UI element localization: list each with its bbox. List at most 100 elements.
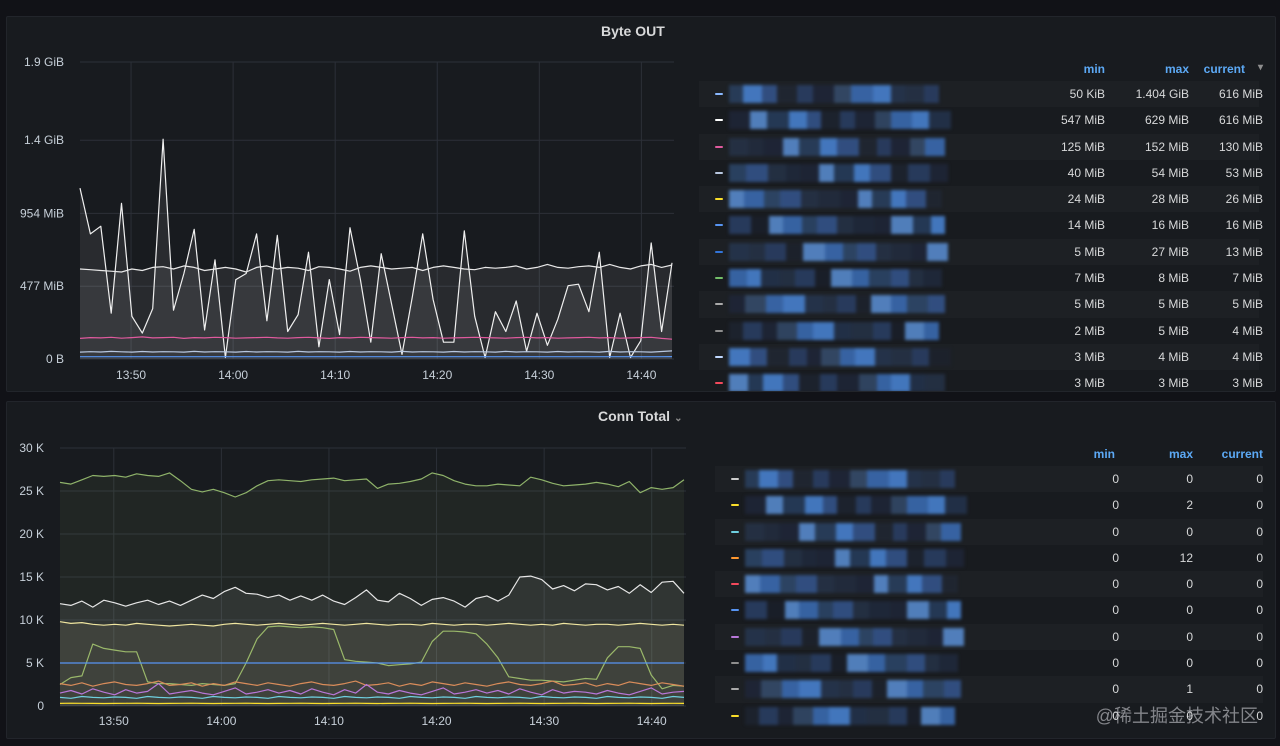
legend-min-value: 0 (1112, 682, 1119, 697)
legend-min-value: 5 MiB (1074, 244, 1105, 259)
y-tick-label: 954 MiB (20, 206, 64, 220)
legend-col-max[interactable]: max (1164, 62, 1189, 76)
series-name-redacted (729, 321, 939, 340)
y-tick-label: 25 K (19, 484, 44, 498)
panel-title-text: Conn Total (598, 408, 671, 424)
series-color-swatch[interactable] (715, 303, 723, 306)
y-tick-label: 0 B (46, 352, 64, 366)
legend-current-value: 0 (1256, 708, 1263, 723)
series-color-swatch[interactable] (715, 277, 723, 280)
series-color-swatch[interactable] (715, 198, 723, 201)
legend-row[interactable]: 0 0 0 (715, 624, 1263, 650)
y-tick-label: 477 MiB (20, 279, 64, 293)
series-color-swatch[interactable] (731, 635, 739, 638)
series-line[interactable] (79, 336, 673, 340)
series-color-swatch[interactable] (715, 119, 723, 122)
panel-title[interactable]: Conn Total ⌄ (598, 408, 682, 424)
legend-max-value: 27 MiB (1151, 244, 1189, 259)
chevron-down-icon[interactable]: ⌄ (674, 413, 683, 424)
series-line[interactable] (59, 621, 685, 627)
series-line[interactable] (79, 350, 673, 353)
series-color-swatch[interactable] (715, 250, 723, 253)
series-color-swatch[interactable] (715, 224, 723, 227)
legend-row[interactable]: 2 MiB 5 MiB 4 MiB (699, 318, 1263, 344)
legend-min-value: 5 MiB (1074, 297, 1105, 312)
legend-col-max[interactable]: max (1168, 447, 1193, 461)
legend-max-value: 0 (1186, 708, 1193, 723)
series-line[interactable] (59, 695, 685, 699)
legend-min-value: 0 (1112, 656, 1119, 671)
series-name-redacted (729, 295, 945, 314)
series-color-swatch[interactable] (715, 329, 723, 332)
series-color-swatch[interactable] (731, 478, 739, 480)
series-color-swatch[interactable] (715, 145, 723, 148)
series-color-swatch[interactable] (715, 93, 723, 95)
conn-total-panel: Conn Total ⌄ 0 5 K 10 K 15 K 20 K 25 K 30 K 13:5… (6, 401, 1276, 739)
x-tick-label: 14:20 (422, 714, 452, 728)
series-color-swatch[interactable] (715, 171, 723, 174)
legend-row[interactable]: 50 KiB 1.404 GiB 616 MiB (699, 81, 1263, 107)
legend-row[interactable]: 7 MiB 8 MiB 7 MiB (699, 265, 1263, 291)
legend-row[interactable]: 0 0 0 (715, 519, 1263, 545)
legend-header: min max current ▾ (699, 57, 1263, 81)
series-line[interactable] (59, 680, 685, 687)
legend-max-value: 28 MiB (1151, 192, 1189, 207)
series-color-swatch[interactable] (715, 382, 723, 385)
series-line[interactable] (59, 683, 685, 696)
legend-current-value: 4 MiB (1232, 349, 1263, 364)
legend-current-value: 0 (1256, 629, 1263, 644)
legend-row[interactable]: 0 12 0 (715, 545, 1263, 571)
legend-row[interactable]: 0 0 0 (715, 597, 1263, 623)
series-line[interactable] (79, 263, 673, 273)
legend-row[interactable]: 0 2 0 (715, 492, 1263, 518)
legend-col-min[interactable]: min (1093, 447, 1115, 461)
legend-row[interactable]: 3 MiB 3 MiB 3 MiB (699, 370, 1263, 391)
legend-row[interactable]: 0 0 0 (715, 650, 1263, 676)
legend-row[interactable]: 3 MiB 4 MiB 4 MiB (699, 344, 1263, 370)
x-tick-label: 14:10 (314, 714, 344, 728)
legend-max-value: 16 MiB (1151, 218, 1189, 233)
chevron-down-icon[interactable]: ▾ (1257, 62, 1263, 73)
legend-row[interactable]: 5 MiB 5 MiB 5 MiB (699, 291, 1263, 317)
series-line[interactable] (59, 472, 685, 498)
legend-current-value: 0 (1256, 656, 1263, 671)
series-color-swatch[interactable] (731, 714, 739, 717)
panel-title[interactable]: Byte OUT (601, 23, 665, 39)
legend-row[interactable]: 40 MiB 54 MiB 53 MiB (699, 160, 1263, 186)
series-color-swatch[interactable] (731, 556, 739, 559)
y-tick-label: 10 K (19, 613, 44, 627)
byte-out-chart[interactable]: 0 B 477 MiB 954 MiB 1.4 GiB 1.9 GiB 13:50 14:0… (7, 17, 707, 392)
legend-row[interactable]: 547 MiB 629 MiB 616 MiB (699, 107, 1263, 133)
legend-current-value: 4 MiB (1232, 323, 1263, 338)
legend-max-value: 54 MiB (1151, 165, 1189, 180)
byte-out-legend: min max current ▾ 50 KiB 1.404 GiB 616 MiB… (699, 57, 1263, 391)
legend-current-value: 130 MiB (1218, 139, 1263, 154)
conn-total-chart[interactable]: 0 5 K 10 K 15 K 20 K 25 K 30 K 13:50 14:00 14:10 1… (7, 402, 707, 739)
legend-row[interactable]: 0 0 0 (715, 571, 1263, 597)
legend-col-current[interactable]: current (1221, 447, 1263, 461)
series-name-redacted (745, 522, 961, 541)
watermark: @稀土掘金技术社区 (1095, 706, 1258, 726)
legend-col-current[interactable]: current (1203, 62, 1245, 76)
legend-row[interactable]: 0 0 0 (715, 703, 1263, 729)
legend-row[interactable]: 125 MiB 152 MiB 130 MiB (699, 134, 1263, 160)
series-color-swatch[interactable] (731, 688, 739, 691)
legend-max-value: 0 (1186, 629, 1193, 644)
legend-row[interactable]: 24 MiB 28 MiB 26 MiB (699, 186, 1263, 212)
series-line[interactable] (59, 575, 685, 608)
series-color-swatch[interactable] (731, 583, 739, 586)
legend-row[interactable]: 0 1 0 (715, 676, 1263, 702)
legend-min-value: 0 (1112, 603, 1119, 618)
legend-header: min max current (715, 442, 1263, 466)
legend-max-value: 5 MiB (1158, 297, 1189, 312)
series-line[interactable] (79, 138, 673, 359)
series-color-swatch[interactable] (731, 530, 739, 533)
series-color-swatch[interactable] (731, 504, 739, 507)
series-color-swatch[interactable] (715, 355, 723, 358)
legend-col-min[interactable]: min (1083, 62, 1105, 76)
legend-row[interactable]: 14 MiB 16 MiB 16 MiB (699, 212, 1263, 238)
legend-row[interactable]: 5 MiB 27 MiB 13 MiB (699, 239, 1263, 265)
legend-row[interactable]: 0 0 0 (715, 466, 1263, 492)
series-color-swatch[interactable] (731, 609, 739, 612)
series-color-swatch[interactable] (731, 662, 739, 665)
